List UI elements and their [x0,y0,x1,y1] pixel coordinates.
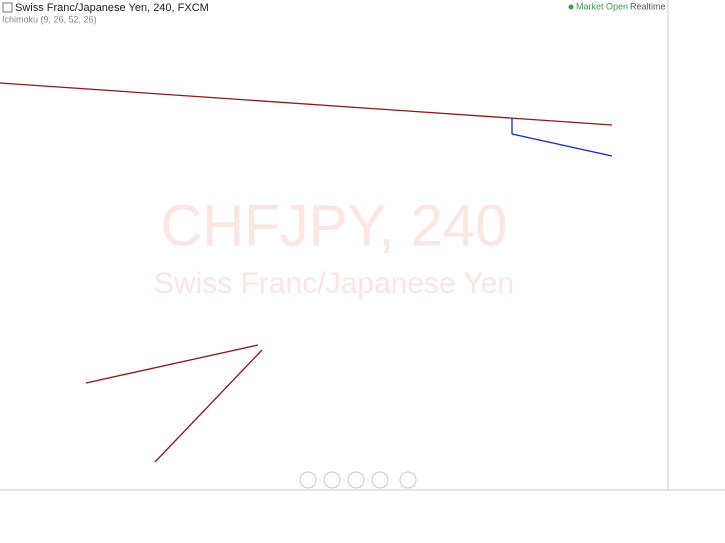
scroll-right[interactable] [399,471,417,489]
status-dot [568,4,574,10]
trendline [511,133,613,157]
collapse-icon[interactable] [2,2,13,13]
trendline [154,349,263,463]
trendlines [0,82,613,463]
zoom-in[interactable] [323,471,341,489]
zoom-out[interactable] [299,471,317,489]
zoom-controls [299,471,417,489]
market-status: Market Open [576,1,628,11]
watermark: CHFJPY, 240 [160,193,507,258]
trendline [85,344,259,384]
feed-status: Realtime [630,1,666,11]
reset[interactable] [347,471,365,489]
symbol-title: Swiss Franc/Japanese Yen, 240, FXCM [15,2,209,14]
indicator-label: Ichimoku (9, 26, 52, 26) [2,14,97,24]
scroll-left[interactable] [371,471,389,489]
trendline [0,82,613,126]
watermark-sub: Swiss Franc/Japanese Yen [154,267,514,300]
